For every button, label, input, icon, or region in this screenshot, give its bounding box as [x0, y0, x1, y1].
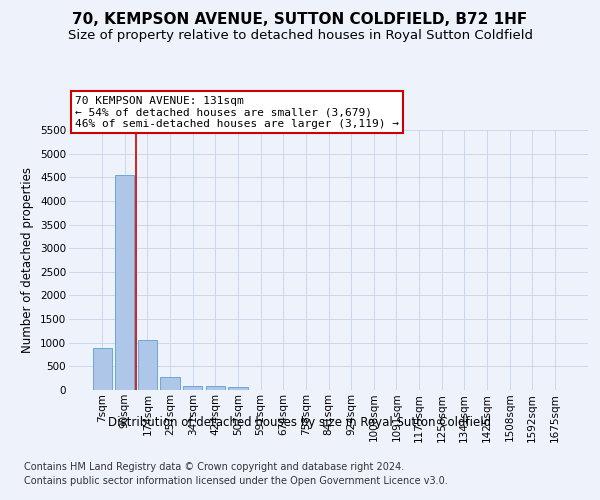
Text: Contains HM Land Registry data © Crown copyright and database right 2024.: Contains HM Land Registry data © Crown c… [24, 462, 404, 472]
Y-axis label: Number of detached properties: Number of detached properties [22, 167, 34, 353]
Text: Contains public sector information licensed under the Open Government Licence v3: Contains public sector information licen… [24, 476, 448, 486]
Bar [206, 386, 225, 390]
Text: Distribution of detached houses by size in Royal Sutton Coldfield: Distribution of detached houses by size … [109, 416, 491, 429]
Bar [138, 340, 157, 390]
Bar [115, 175, 134, 390]
Text: 70 KEMPSON AVENUE: 131sqm
← 54% of detached houses are smaller (3,679)
46% of se: 70 KEMPSON AVENUE: 131sqm ← 54% of detac… [75, 96, 399, 129]
Text: 70, KEMPSON AVENUE, SUTTON COLDFIELD, B72 1HF: 70, KEMPSON AVENUE, SUTTON COLDFIELD, B7… [73, 12, 527, 28]
Bar [229, 388, 248, 390]
Bar [160, 377, 180, 390]
Bar [183, 386, 202, 390]
Text: Size of property relative to detached houses in Royal Sutton Coldfield: Size of property relative to detached ho… [67, 29, 533, 42]
Bar [92, 348, 112, 390]
